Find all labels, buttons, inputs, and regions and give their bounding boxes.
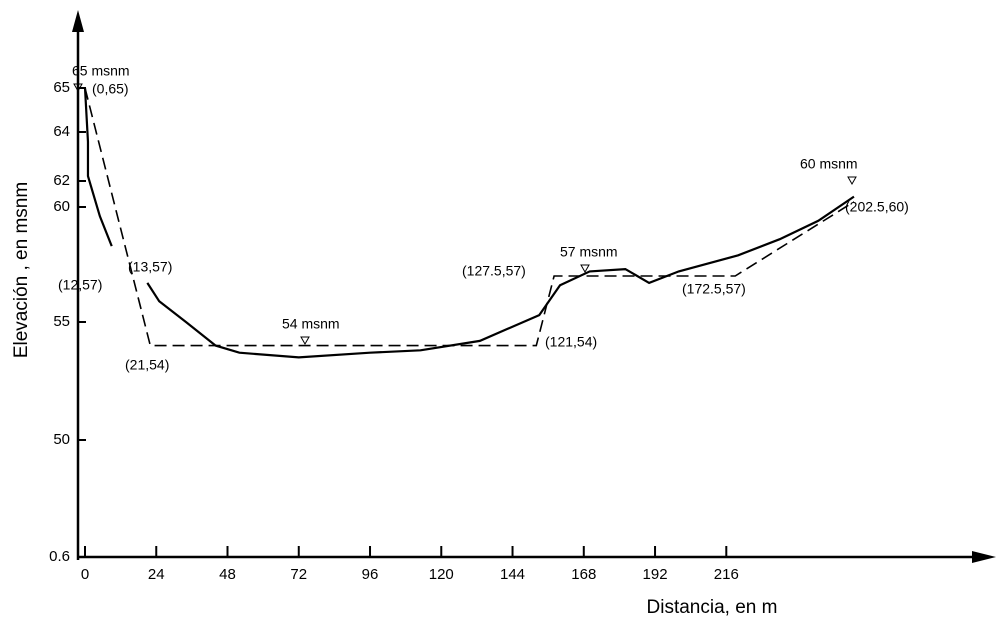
solid-line [83,87,855,359]
x-tick-label: 216 [714,566,739,583]
annotation: (13,57) [128,259,172,275]
x-axis-arrow [972,551,996,563]
x-tick-label: 72 [290,566,307,583]
level-marker [73,83,83,93]
x-tick-label: 144 [500,566,525,583]
annotation: (127.5,57) [462,263,526,279]
annotation: (0,65) [92,81,129,97]
y-tick-label: 50 [53,431,70,448]
annotation: 54 msnm [282,316,340,332]
annotation: (202.5,60) [845,199,909,215]
dashed-line [84,87,855,347]
x-tick-label: 168 [571,566,596,583]
x-axis-title: Distancia, en m [647,597,778,618]
y-tick-label: 55 [53,313,70,330]
level-marker [580,264,590,274]
level-marker [847,176,857,186]
x-tick-label: 0 [81,566,89,583]
x-tick-label: 192 [643,566,668,583]
annotation: 57 msnm [560,244,618,260]
annotation: (172.5,57) [682,281,746,297]
y-tick-label: 65 [53,79,70,96]
annotation: 60 msnm [800,156,858,172]
y-axis-arrow [72,10,84,32]
annotation: (121,54) [545,334,597,350]
annotation: (21,54) [125,357,169,373]
y-tick-label: 64 [53,123,70,140]
x-tick-label: 48 [219,566,236,583]
y-tick-label: 0.6 [49,548,70,565]
x-tick-label: 120 [429,566,454,583]
y-tick-label: 62 [53,172,70,189]
x-tick-label: 24 [148,566,165,583]
level-marker [300,336,310,346]
y-axis-title: Elevación , en msnm [11,182,32,358]
annotation: 65 msnm [72,63,130,79]
y-tick-label: 60 [53,198,70,215]
x-tick-label: 96 [362,566,379,583]
annotation: (12,57) [58,277,102,293]
